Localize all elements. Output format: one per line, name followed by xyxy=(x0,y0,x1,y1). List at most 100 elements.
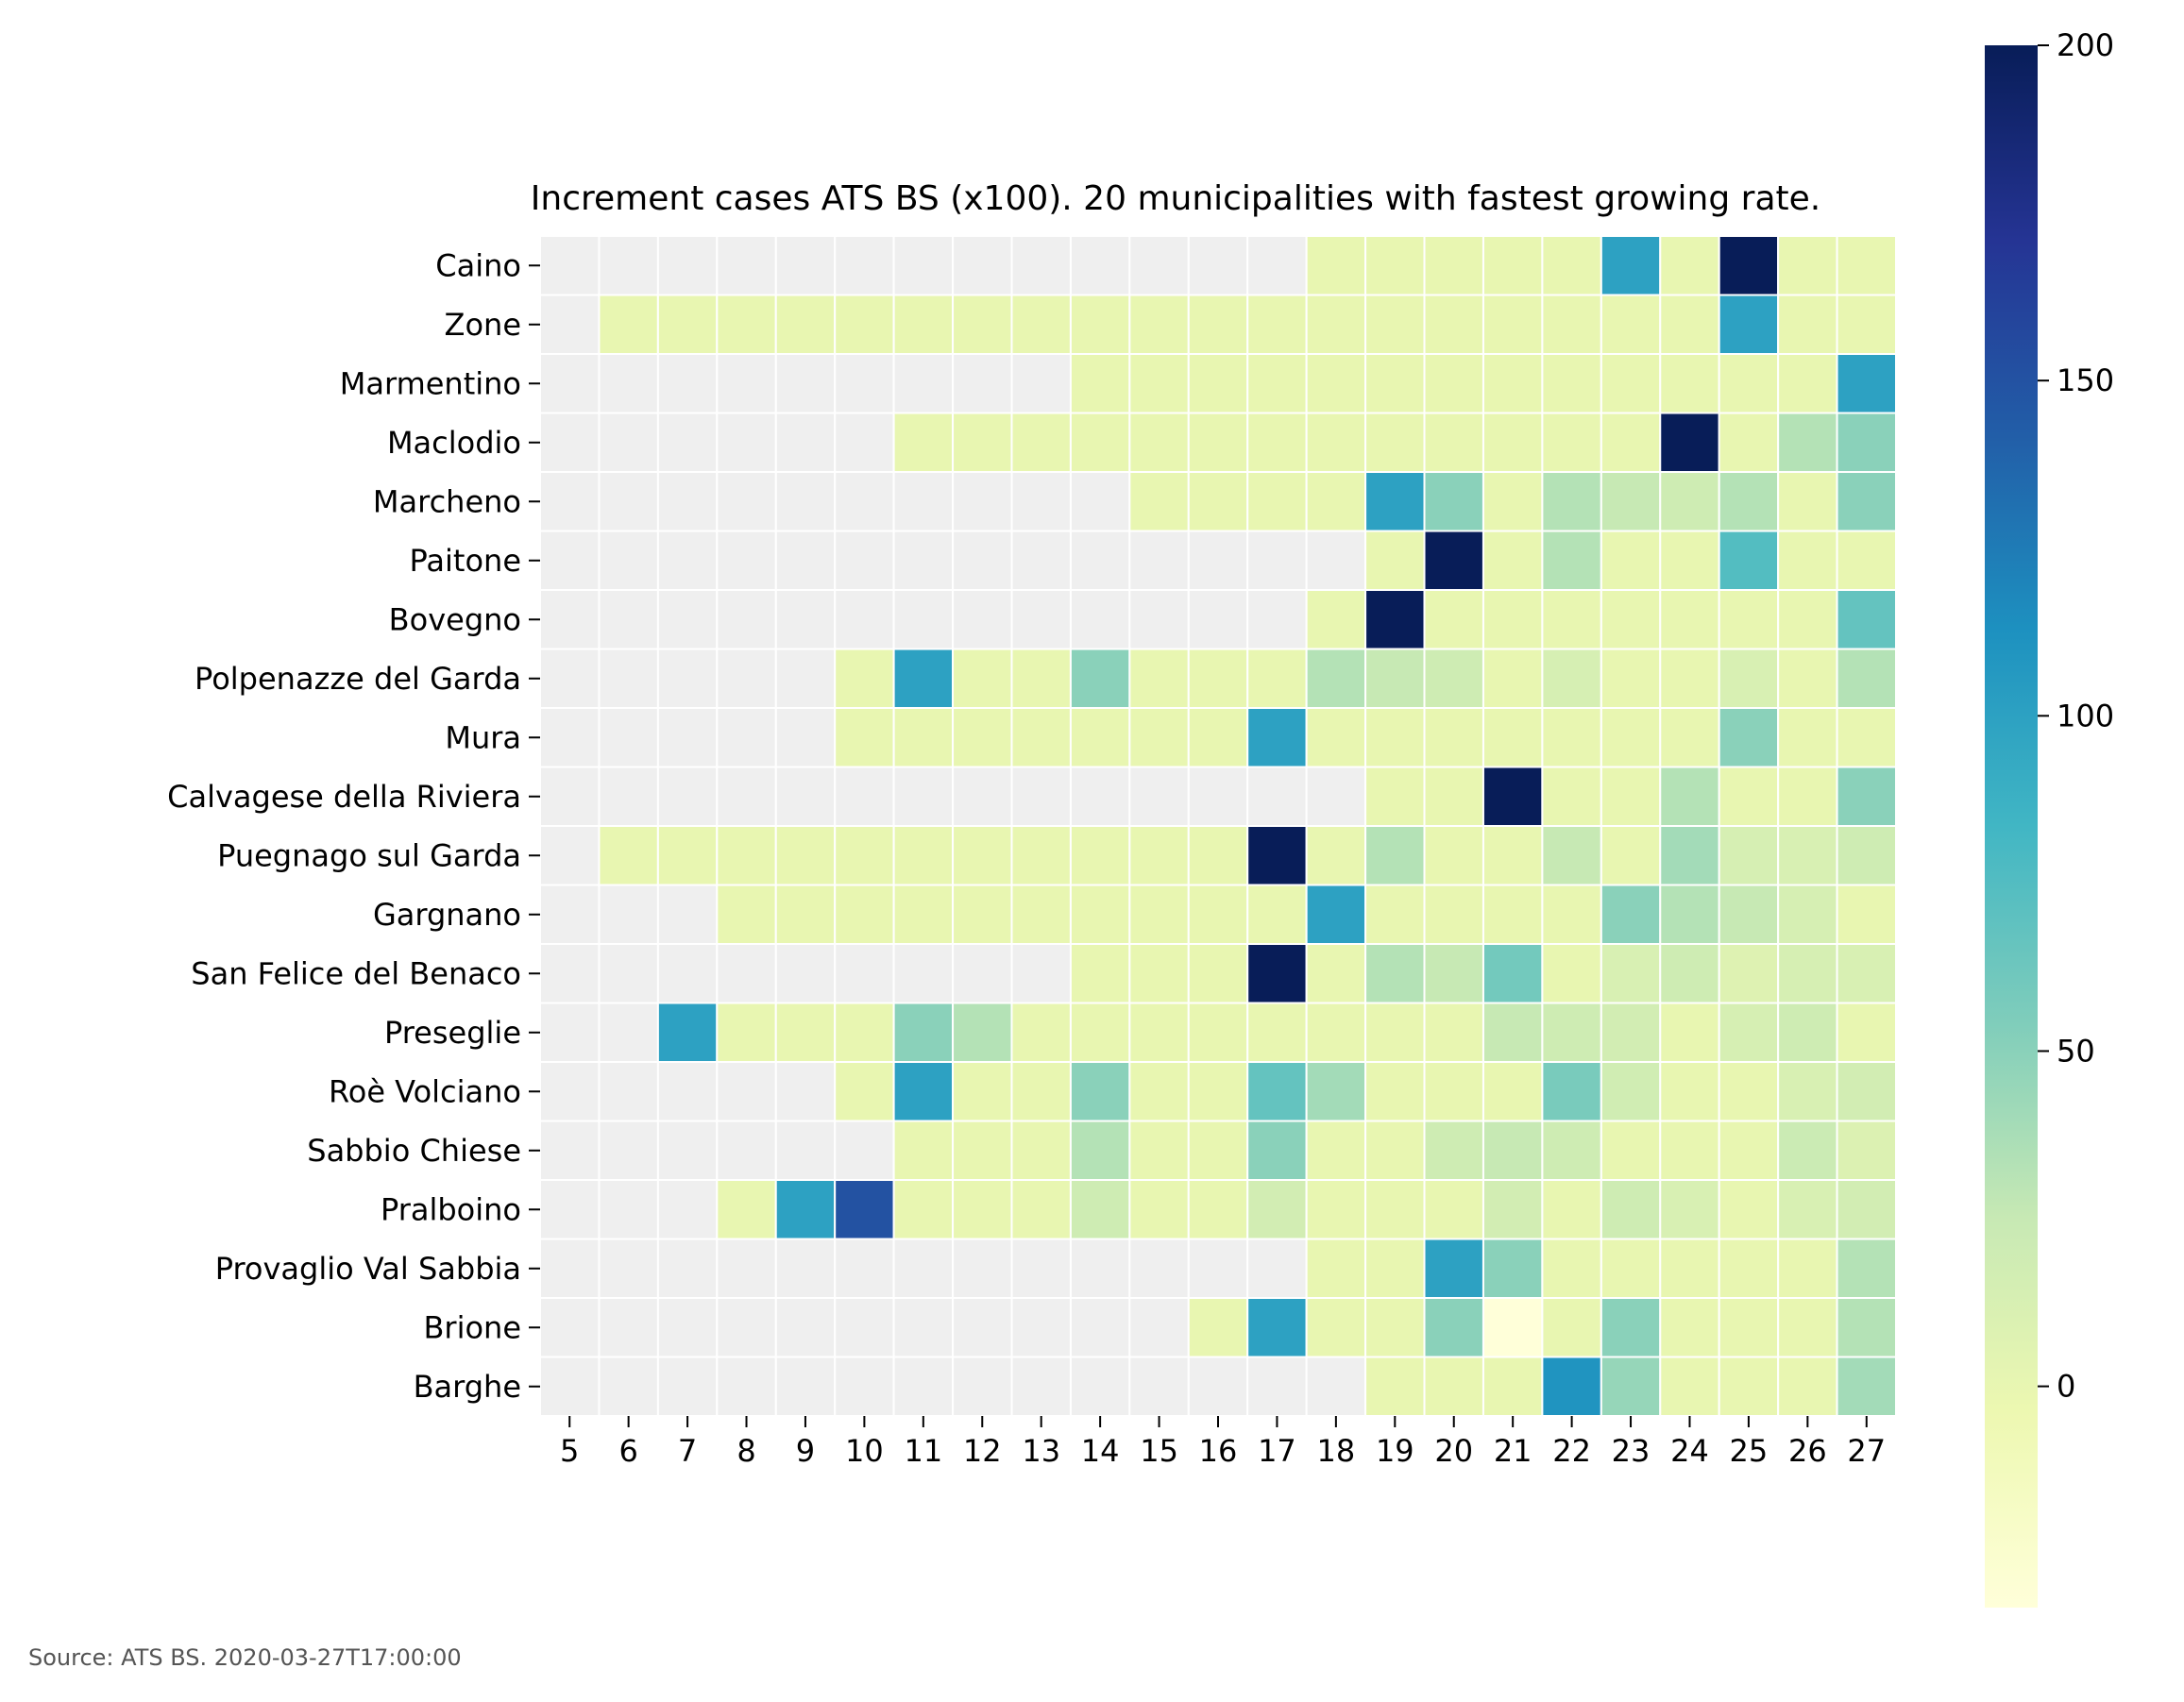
heatmap-cell xyxy=(1069,471,1131,532)
heatmap-cell xyxy=(598,235,659,296)
heatmap-cell xyxy=(598,1120,659,1181)
heatmap-cell xyxy=(1718,766,1780,827)
heatmap-cell xyxy=(1718,471,1780,532)
y-tick-label: San Felice del Benaco xyxy=(191,955,521,991)
heatmap-cell xyxy=(1010,294,1072,355)
heatmap-cell xyxy=(1069,825,1131,886)
heatmap-cell xyxy=(1246,471,1308,532)
heatmap-cell xyxy=(1187,589,1249,650)
heatmap-cell xyxy=(1423,235,1484,296)
heatmap-cell xyxy=(1718,235,1780,296)
heatmap-cell xyxy=(1481,943,1544,1004)
heatmap-cell xyxy=(1659,1179,1720,1240)
heatmap-cell xyxy=(834,412,895,473)
chart-title: Increment cases ATS BS (x100). 20 munici… xyxy=(531,179,1820,218)
heatmap-cell xyxy=(656,1002,719,1063)
heatmap-cell xyxy=(1069,412,1131,473)
heatmap-cell xyxy=(539,1238,601,1299)
heatmap-cell xyxy=(1423,294,1484,355)
heatmap-cell xyxy=(1659,766,1720,827)
heatmap-cell xyxy=(656,353,719,414)
heatmap-cell xyxy=(1777,294,1838,355)
heatmap-cell xyxy=(598,884,659,945)
heatmap-cell xyxy=(1600,471,1662,532)
heatmap-cell xyxy=(598,1061,659,1122)
heatmap-cell xyxy=(1364,530,1426,591)
heatmap-cell xyxy=(1128,1061,1190,1122)
x-tick-label: 24 xyxy=(1670,1433,1709,1469)
heatmap-cell xyxy=(1659,707,1720,768)
heatmap-cell xyxy=(1069,1179,1131,1240)
heatmap-cell xyxy=(1777,235,1838,296)
heatmap-cell xyxy=(1128,1179,1190,1240)
heatmap-cell xyxy=(1836,884,1897,945)
heatmap-cell xyxy=(716,766,777,827)
heatmap-cell xyxy=(1481,648,1544,709)
heatmap-cell xyxy=(1777,1356,1838,1417)
x-tick-label: 16 xyxy=(1199,1433,1238,1469)
heatmap-cell xyxy=(1836,1002,1897,1063)
heatmap-cell xyxy=(598,1297,659,1358)
heatmap-cell xyxy=(716,1297,777,1358)
heatmap-cell xyxy=(834,235,895,296)
heatmap-cell xyxy=(656,471,719,532)
heatmap-cell xyxy=(1305,1356,1367,1417)
heatmap-cell xyxy=(1600,825,1662,886)
heatmap-cell xyxy=(1010,412,1072,473)
heatmap-cell xyxy=(1481,1120,1544,1181)
heatmap-cell xyxy=(1423,471,1484,532)
heatmap-cell xyxy=(716,294,777,355)
heatmap-cell xyxy=(1777,1061,1838,1122)
heatmap-cell xyxy=(1600,412,1662,473)
x-tick-label: 14 xyxy=(1081,1433,1120,1469)
heatmap-cell xyxy=(1187,294,1249,355)
heatmap-cell xyxy=(656,825,719,886)
heatmap-cell xyxy=(1364,766,1426,827)
x-tick-label: 21 xyxy=(1494,1433,1532,1469)
heatmap-cell xyxy=(1718,1061,1780,1122)
heatmap-cell xyxy=(1010,530,1072,591)
y-tick-label: Pralboino xyxy=(381,1191,521,1227)
heatmap-cell xyxy=(1423,589,1484,650)
heatmap-cell xyxy=(1010,589,1072,650)
heatmap-cell xyxy=(1423,1238,1484,1299)
heatmap-cell xyxy=(1659,943,1720,1004)
heatmap-cell xyxy=(834,766,895,827)
heatmap-cell xyxy=(1187,1179,1249,1240)
heatmap-cell xyxy=(952,471,1013,532)
heatmap-cell xyxy=(716,1238,777,1299)
heatmap-cell xyxy=(1600,589,1662,650)
heatmap-cell xyxy=(598,589,659,650)
heatmap-cell xyxy=(1010,766,1072,827)
heatmap-cell xyxy=(1364,943,1426,1004)
x-tick-label: 26 xyxy=(1788,1433,1827,1469)
heatmap-cell xyxy=(1246,766,1308,827)
heatmap-cell xyxy=(1069,766,1131,827)
heatmap-cell xyxy=(1364,235,1426,296)
heatmap-cell xyxy=(1600,1061,1662,1122)
x-tick-label: 20 xyxy=(1434,1433,1473,1469)
heatmap-cell xyxy=(1364,1120,1426,1181)
heatmap-cell xyxy=(1128,294,1190,355)
heatmap-cell xyxy=(1600,1297,1662,1358)
heatmap-cell xyxy=(539,825,601,886)
heatmap-cell xyxy=(1423,648,1484,709)
heatmap-cell xyxy=(1010,1297,1072,1358)
heatmap-cell xyxy=(716,1356,777,1417)
heatmap-cell xyxy=(1246,943,1308,1004)
heatmap-cell xyxy=(1246,530,1308,591)
heatmap-cell xyxy=(952,1120,1013,1181)
heatmap-cell xyxy=(1423,412,1484,473)
heatmap-cell xyxy=(834,943,895,1004)
heatmap-cell xyxy=(1836,294,1897,355)
heatmap-cell xyxy=(1718,530,1780,591)
heatmap-cell xyxy=(952,943,1013,1004)
heatmap-cell xyxy=(774,825,837,886)
heatmap-cell xyxy=(1541,235,1602,296)
heatmap-cell xyxy=(1836,589,1897,650)
heatmap-cell xyxy=(1010,707,1072,768)
heatmap-cell xyxy=(1541,530,1602,591)
heatmap-cell xyxy=(1187,825,1249,886)
heatmap-cell xyxy=(1777,1238,1838,1299)
heatmap-cell xyxy=(539,648,601,709)
